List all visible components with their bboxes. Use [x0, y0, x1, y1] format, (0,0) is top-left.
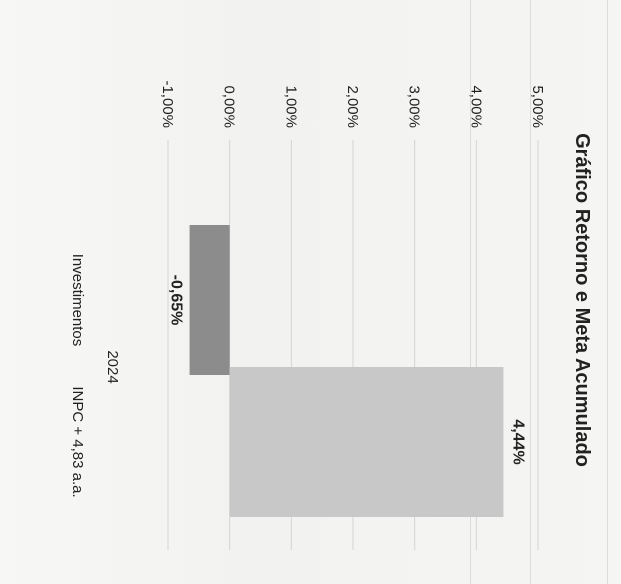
chart-plot: 5,00% 4,00% 3,00% 2,00% 1,00% 0,00% -1,00% -0,6…	[69, 80, 546, 550]
y-tick-label: 3,00%	[406, 85, 423, 128]
scan-artifact-line	[530, 0, 531, 584]
y-tick-label: 4,00%	[467, 85, 484, 128]
rotated-chart: Gráfico Retorno e Meta Acumulado 5,00% 4,…	[18, 25, 603, 575]
data-label: -0,65%	[168, 275, 185, 326]
bar-inpc	[229, 367, 504, 517]
y-tick-label: 2,00%	[344, 85, 361, 128]
series-label: Investimentos	[69, 254, 86, 347]
series-label: INPC + 4,83 a.a.	[69, 386, 86, 497]
scan-artifact-line	[607, 0, 608, 584]
bar-investimentos	[189, 225, 230, 375]
y-tick-label: 5,00%	[529, 85, 546, 128]
y-tick-label: 1,00%	[282, 85, 299, 128]
x-category-label: 2024	[104, 350, 121, 383]
y-tick-label: -1,00%	[159, 80, 176, 128]
scan-artifact-line	[470, 0, 471, 584]
data-label: 4,44%	[509, 419, 526, 464]
y-tick-label: 0,00%	[221, 85, 238, 128]
